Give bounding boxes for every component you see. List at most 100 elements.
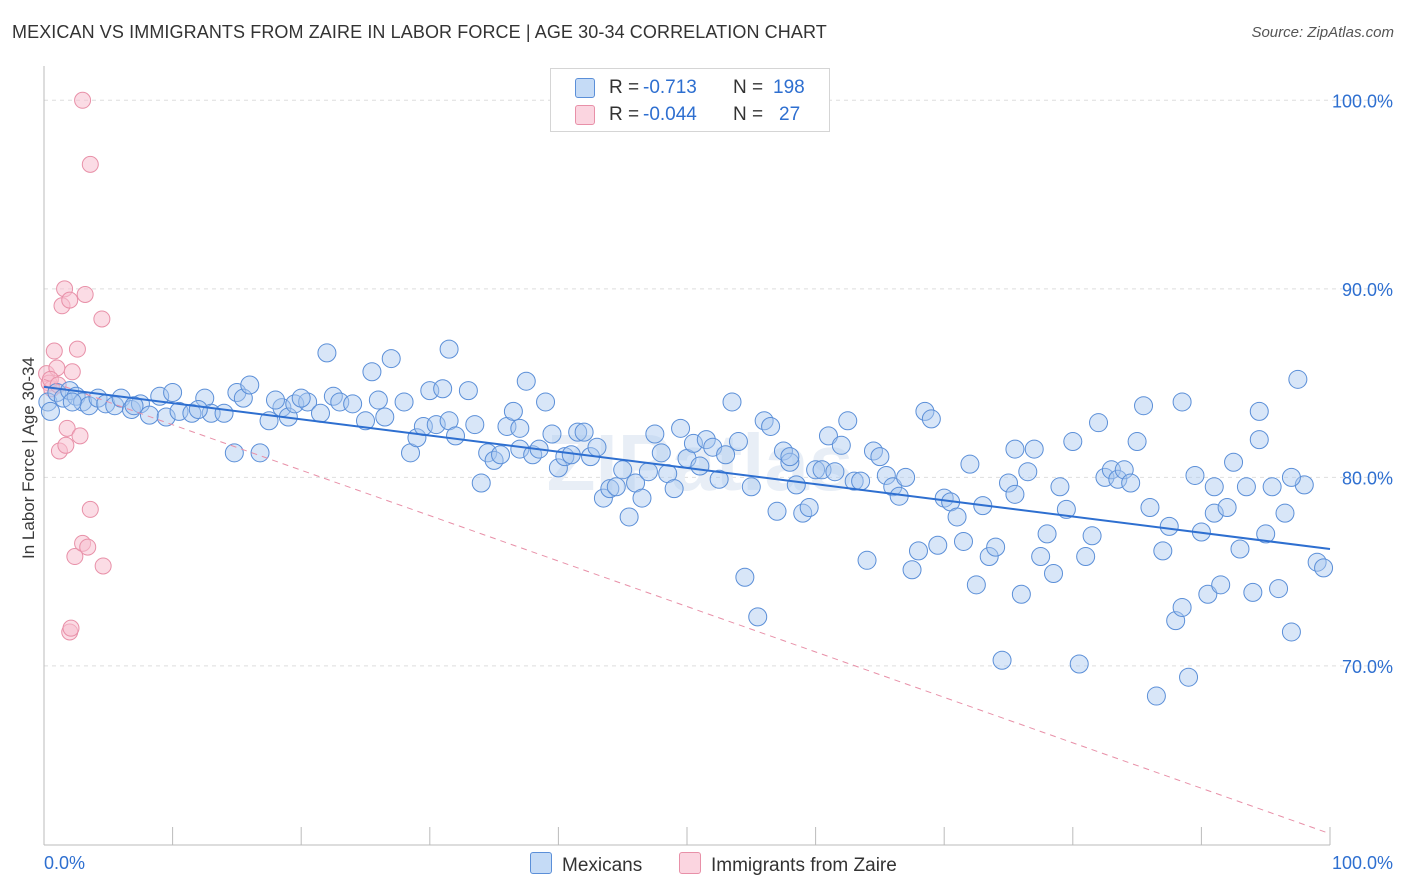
- mexican-point: [516, 371, 536, 391]
- mexican-point: [250, 443, 270, 463]
- mexican-point: [767, 501, 787, 521]
- zaire-point: [71, 427, 89, 445]
- mexican-point: [188, 399, 208, 419]
- legend-item-mexicans[interactable]: Mexicans: [530, 852, 642, 877]
- mexican-point: [446, 426, 466, 446]
- mexican-point: [799, 498, 819, 518]
- mexican-point: [1172, 597, 1192, 617]
- mexican-point: [1198, 584, 1218, 604]
- mexican-point: [966, 575, 986, 595]
- y-tick-label: 100.0%: [1332, 91, 1393, 111]
- mexican-point: [632, 488, 652, 508]
- mexican-point: [928, 535, 948, 555]
- zaire-point: [57, 436, 75, 454]
- chart-title: MEXICAN VS IMMIGRANTS FROM ZAIRE IN LABO…: [12, 22, 827, 42]
- mexican-point: [1204, 477, 1224, 497]
- mexican-point: [1005, 484, 1025, 504]
- mexican-point: [1243, 582, 1263, 602]
- mexican-point: [915, 401, 935, 421]
- zaire-point: [74, 91, 92, 109]
- mexican-point: [1082, 526, 1102, 546]
- mexican-point: [542, 424, 562, 444]
- r-value: -0.713: [643, 77, 697, 98]
- mexican-point: [709, 469, 729, 489]
- mexican-point: [343, 394, 363, 414]
- mexican-point: [1159, 516, 1179, 536]
- zaire-point: [79, 538, 97, 556]
- mexican-point: [1005, 439, 1025, 459]
- mexican-point: [613, 460, 633, 480]
- mexican-point: [851, 471, 871, 491]
- mexican-point: [600, 479, 620, 499]
- mexican-point: [1146, 686, 1166, 706]
- mexican-point: [831, 435, 851, 455]
- zaire-point: [81, 500, 99, 518]
- mexican-point: [1076, 547, 1096, 567]
- mexican-point: [510, 439, 530, 459]
- mexican-point: [548, 458, 568, 478]
- mexican-point: [1172, 392, 1192, 412]
- mexican-point: [1044, 564, 1064, 584]
- y-tick-label: 90.0%: [1342, 280, 1393, 300]
- mexican-point: [1281, 622, 1301, 642]
- series-legend: Mexicans Immigrants from Zaire: [0, 852, 1406, 878]
- mexican-point: [465, 415, 485, 435]
- trend-lines: [43, 378, 1331, 835]
- n-value: 198: [773, 77, 805, 98]
- mexican-point: [587, 437, 607, 457]
- mexican-point: [716, 445, 736, 465]
- mexican-point: [240, 375, 260, 395]
- mexican-point: [471, 473, 491, 493]
- mexican-point: [381, 349, 401, 369]
- mexican-point: [735, 567, 755, 587]
- mexican-point: [139, 405, 159, 425]
- mexican-point: [1153, 541, 1173, 561]
- mexican-point: [458, 381, 478, 401]
- mexican-point: [960, 454, 980, 474]
- mexican-point: [818, 426, 838, 446]
- mexican-point: [1204, 503, 1224, 523]
- mexican-point: [999, 473, 1018, 493]
- legend-item-zaire[interactable]: Immigrants from Zaire: [679, 852, 897, 877]
- mexicans-legend-label: Mexicans: [562, 855, 643, 876]
- zaire-legend-label: Immigrants from Zaire: [711, 855, 897, 876]
- mexican-point: [568, 422, 588, 442]
- mexican-point: [1211, 575, 1231, 595]
- mexican-point: [638, 462, 658, 482]
- mexican-point: [979, 547, 999, 567]
- r-label: R =: [609, 104, 640, 125]
- mexican-point: [291, 388, 311, 408]
- mexican-point: [510, 418, 530, 438]
- mexican-point: [992, 650, 1012, 670]
- mexican-point: [748, 607, 768, 627]
- zaire-point: [45, 342, 63, 360]
- y-tick-label: 70.0%: [1342, 657, 1393, 677]
- zaire-point: [61, 291, 79, 309]
- mexican-point: [838, 411, 858, 431]
- zaire-trend-line: [43, 378, 1331, 835]
- n-value: 27: [779, 104, 801, 125]
- mexican-point: [439, 339, 459, 359]
- mexican-point: [664, 479, 684, 499]
- mexican-point: [1050, 477, 1070, 497]
- mexican-point: [1185, 465, 1205, 485]
- n-label: N =: [733, 77, 764, 98]
- mexican-point: [1108, 469, 1128, 489]
- mexican-point: [1121, 473, 1141, 493]
- zaire-point: [93, 310, 111, 328]
- axes: [43, 66, 1331, 846]
- source-label: Source: ZipAtlas.com: [1251, 24, 1394, 41]
- zaire-point: [66, 548, 84, 566]
- mexican-point: [728, 432, 748, 452]
- correlation-legend: R = -0.713 N = 198 R = -0.044 N = 27: [550, 68, 830, 132]
- mexican-point: [1262, 477, 1282, 497]
- mexican-point: [426, 415, 446, 435]
- mexican-point: [870, 447, 890, 467]
- mexican-point: [722, 392, 742, 412]
- mexican-point: [857, 550, 877, 570]
- mexican-point: [1069, 654, 1089, 674]
- mexican-point: [651, 443, 671, 463]
- mexican-point: [310, 403, 330, 423]
- mexican-point: [362, 362, 382, 382]
- tick-labels: 100.0% 90.0% 80.0% 70.0% 0.0% 100.0%: [44, 91, 1393, 873]
